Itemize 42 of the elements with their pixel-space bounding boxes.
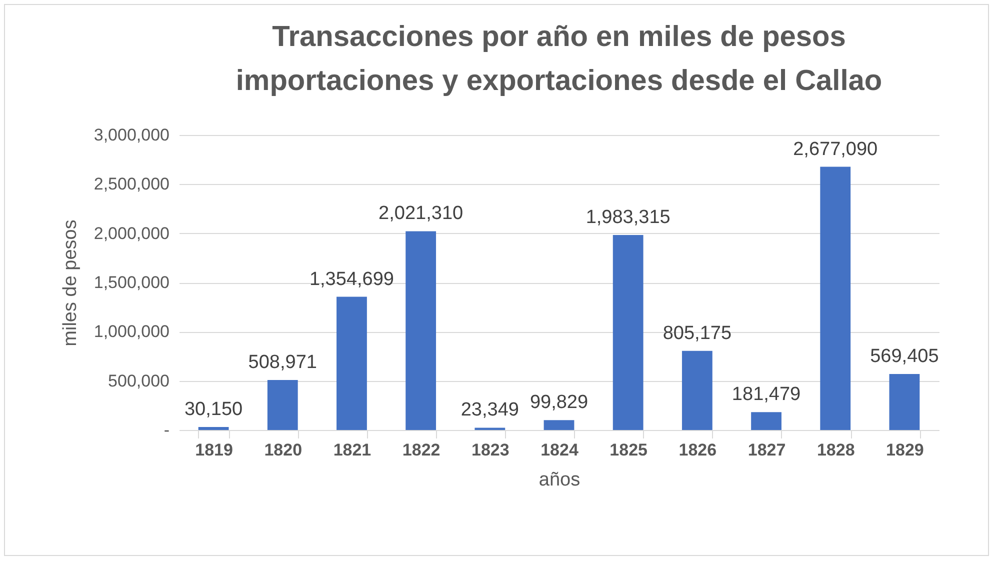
bar	[889, 374, 920, 430]
x-tick-label: 1826	[678, 440, 717, 460]
y-tick-label: 2,500,000	[94, 174, 170, 194]
x-tick-label: 1829	[886, 440, 924, 460]
y-tick-label: 500,000	[108, 371, 170, 390]
bar	[751, 412, 782, 430]
data-label: 2,021,310	[378, 203, 464, 224]
data-label: 1,354,699	[309, 268, 394, 290]
data-label: 1,983,315	[586, 206, 670, 228]
x-tick-label: 1827	[748, 440, 786, 460]
data-label: 2,677,090	[793, 138, 878, 160]
x-tick-label: 1821	[333, 440, 372, 460]
data-label: 508,971	[248, 352, 317, 373]
data-label: 181,479	[732, 384, 801, 406]
y-axis-title: miles de pesos	[60, 220, 81, 346]
x-tick-label: 1823	[471, 440, 510, 460]
y-tick-label: 3,000,000	[94, 126, 170, 144]
x-tick-label: 1824	[540, 440, 579, 460]
x-tick-label: 1825	[610, 440, 648, 460]
bar	[682, 350, 712, 430]
x-tick-label: 1828	[816, 440, 855, 460]
data-label: 30,150	[184, 399, 243, 420]
bar	[406, 231, 436, 430]
y-tick-label: 2,000,000	[94, 224, 170, 243]
chart-title: Transacciones por año en miles de pesos importaciones y exportaciones desde el Callao	[236, 21, 882, 97]
bar	[612, 234, 644, 430]
bar	[198, 427, 229, 430]
bar	[336, 296, 367, 430]
y-tick-label: 1,000,000	[94, 322, 170, 342]
x-tick-label: 1822	[402, 440, 440, 460]
data-label: 99,829	[530, 392, 588, 414]
data-label: 23,349	[460, 400, 519, 421]
data-label: 569,405	[870, 346, 939, 368]
y-tick-label: 1,500,000	[94, 273, 170, 292]
y-tick-label: -	[164, 420, 170, 440]
data-label: 805,175	[662, 322, 732, 344]
bar	[267, 380, 298, 430]
bar	[820, 166, 851, 430]
x-tick-label: 1819	[195, 440, 233, 460]
x-axis-title: años	[538, 470, 580, 490]
bar	[544, 420, 574, 430]
x-tick-label: 1820	[264, 440, 302, 460]
